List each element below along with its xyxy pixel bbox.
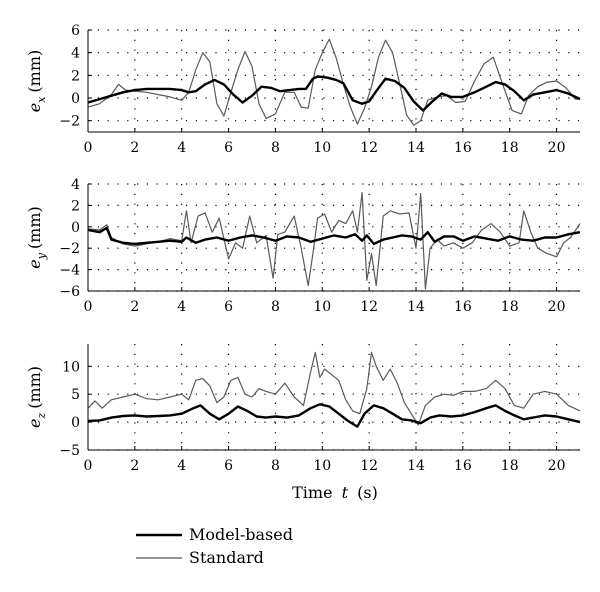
y-tick-label: 6 (71, 23, 80, 39)
series-line-standard (87, 351, 581, 426)
y-tick-label: 2 (71, 198, 80, 214)
x-tick-label: 4 (177, 299, 186, 315)
x-tick-label: 8 (271, 299, 280, 315)
y-tick-label: 2 (71, 68, 80, 84)
y-axis-title: ex (mm) (25, 50, 48, 113)
x-tick-label: 6 (224, 299, 233, 315)
x-tick-label: 16 (454, 458, 472, 474)
x-axis-title-unit: (s) (357, 483, 378, 502)
x-tick-label: 6 (224, 140, 233, 156)
y-axis-title-subscript: x (35, 96, 48, 103)
grid (88, 29, 580, 132)
y-axis-title-unit: (mm) (25, 206, 44, 249)
series-line-model-based (87, 403, 581, 428)
y-axis-title-variable: e (25, 103, 44, 112)
x-tick-label: 2 (130, 299, 139, 315)
x-tick-label: 10 (313, 458, 331, 474)
y-tick-label: 4 (71, 177, 80, 193)
y-axis-title-unit: (mm) (25, 366, 44, 409)
x-tick-label: 20 (548, 299, 566, 315)
x-tick-label: 14 (407, 299, 425, 315)
series-line-model-based (87, 226, 581, 246)
y-tick-label: 0 (71, 415, 80, 431)
x-tick-label: 18 (501, 458, 519, 474)
x-tick-label: 0 (84, 458, 93, 474)
x-axis-title: Time t (s) (292, 483, 378, 502)
y-tick-label: −4 (59, 263, 80, 279)
y-tick-label: 10 (62, 359, 80, 375)
y-tick-label: −6 (59, 284, 80, 300)
grid (88, 344, 580, 451)
x-tick-label: 2 (130, 458, 139, 474)
x-tick-label: 18 (501, 140, 519, 156)
x-tick-label: 14 (407, 140, 425, 156)
x-tick-label: 18 (501, 299, 519, 315)
x-tick-label: 20 (548, 140, 566, 156)
x-tick-label: 2 (130, 140, 139, 156)
x-tick-label: 4 (177, 458, 186, 474)
series-line-standard (87, 38, 580, 126)
x-axis-title-variable: t (342, 483, 349, 502)
y-axis-title-unit: (mm) (25, 50, 44, 93)
series-line-standard (87, 192, 581, 290)
x-tick-label: 16 (454, 140, 472, 156)
y-tick-label: 0 (71, 91, 80, 107)
y-axis-title-variable: e (25, 259, 44, 268)
x-tick-label: 8 (271, 140, 280, 156)
legend: Model-based Standard (136, 525, 293, 567)
y-axis-title: ez (mm) (25, 366, 48, 428)
legend-label-model-based: Model-based (189, 525, 293, 544)
legend-label-standard: Standard (189, 548, 264, 567)
x-tick-label: 10 (313, 140, 331, 156)
y-axis-title-variable: e (25, 419, 44, 428)
x-tick-label: 12 (360, 140, 378, 156)
x-tick-label: 14 (407, 458, 425, 474)
y-axis-title-subscript: y (35, 252, 48, 260)
x-tick-label: 20 (548, 458, 566, 474)
y-tick-label: 4 (71, 46, 80, 62)
y-tick-label: −5 (59, 443, 80, 459)
x-tick-label: 16 (454, 299, 472, 315)
y-tick-label: −2 (59, 241, 80, 257)
x-tick-label: 4 (177, 140, 186, 156)
y-tick-label: −2 (59, 114, 80, 130)
x-tick-label: 12 (360, 299, 378, 315)
x-tick-label: 0 (84, 140, 93, 156)
x-tick-label: 6 (224, 458, 233, 474)
y-tick-label: 5 (71, 387, 80, 403)
x-axis-title-word: Time (292, 483, 332, 502)
y-tick-label: 0 (71, 220, 80, 236)
series-line-model-based (87, 75, 581, 112)
y-axis-title-subscript: z (35, 413, 48, 420)
y-axis-title: ey (mm) (25, 206, 48, 269)
x-tick-label: 8 (271, 458, 280, 474)
x-tick-label: 12 (360, 458, 378, 474)
x-tick-label: 10 (313, 299, 331, 315)
panel-ey: −6 −4 −2 0 2 4 0 2 4 6 8 10 12 14 16 18 20 ey (mm) (25, 177, 581, 315)
x-tick-label: 0 (84, 299, 93, 315)
